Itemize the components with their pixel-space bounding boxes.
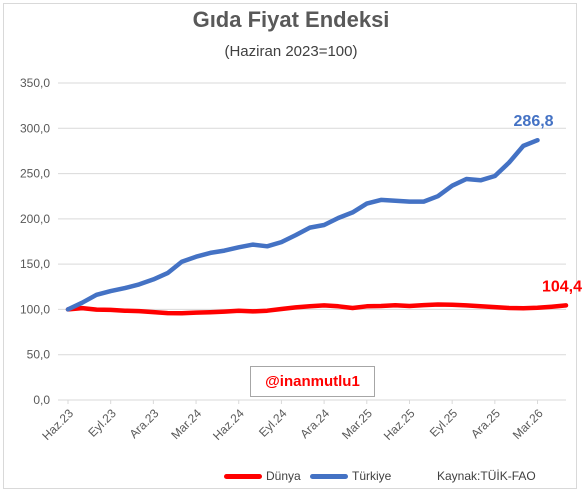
chart-title: Gıda Fiyat Endeksi [192,7,390,32]
series-line-d-nya [65,302,569,316]
chart-subtitle: (Haziran 2023=100) [224,43,358,60]
y-tick-label: 250,0 [20,167,50,181]
y-tick-label: 200,0 [20,212,50,226]
y-tick-label: 0,0 [33,393,50,407]
x-tick-label: Eyl.24 [256,406,290,440]
legend-label-turkiye: Türkiye [352,469,392,483]
chart-frame [3,3,577,489]
legend-swatch-dunya [224,473,262,479]
watermark-text: @inanmutlu1 [265,373,360,390]
x-tick-label: Mar.24 [168,406,204,442]
x-tick-label: Ara.23 [127,406,162,441]
x-tick-label: Ara.25 [468,406,503,441]
x-tick-label: Mar.25 [339,406,375,442]
source-note: Kaynak:TÜİK-FAO [437,469,536,483]
y-tick-label: 100,0 [20,302,50,316]
y-tick-label: 150,0 [20,257,50,271]
end-label-t-rkiye: 286,8 [514,113,554,130]
y-tick-label: 350,0 [20,76,50,90]
x-tick-label: Ara.24 [297,406,332,441]
y-tick-label: 300,0 [20,121,50,135]
x-tick-label: Haz.23 [39,406,76,443]
watermark-box: @inanmutlu1 [250,366,375,397]
legend-item-turkiye: Türkiye [310,469,391,483]
legend-swatch-turkiye [310,473,348,479]
end-label-d-nya: 104,4 [542,278,582,295]
legend-item-dunya: Dünya [224,469,301,483]
x-tick-label: Eyl.25 [427,406,461,440]
x-tick-label: Mar.26 [510,406,546,442]
x-tick-label: Haz.24 [210,406,247,443]
x-tick-label: Eyl.23 [85,406,119,440]
x-tick-label: Haz.25 [381,406,418,443]
legend-label-dunya: Dünya [266,469,301,483]
series-line-t-rkiye [65,137,540,312]
y-tick-label: 50,0 [27,348,51,362]
